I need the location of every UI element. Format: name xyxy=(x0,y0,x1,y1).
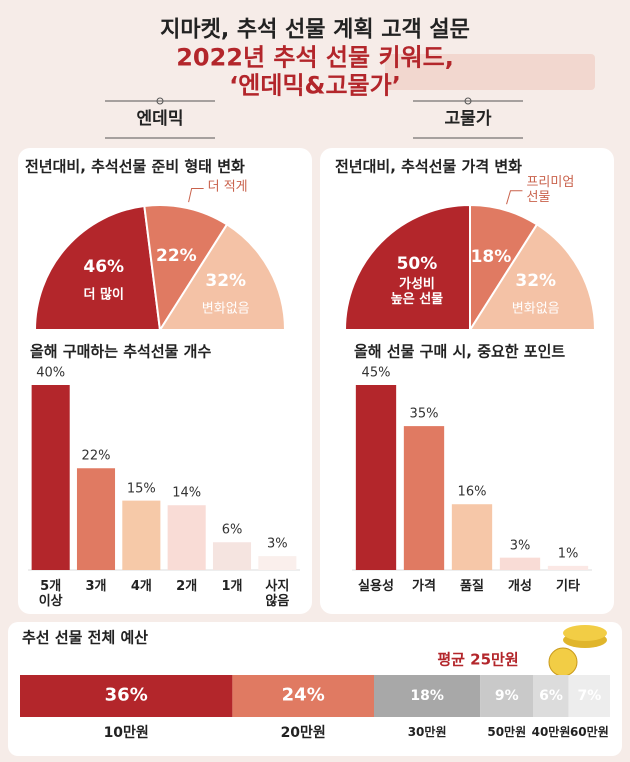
value-label: 22% xyxy=(81,448,111,464)
chart-title: 추선 선물 전체 예산 xyxy=(22,628,149,647)
bar-segment xyxy=(480,675,534,717)
x-tick-label: 2개 xyxy=(176,579,198,594)
subtitle: 2022년 추석 선물 키워드, ‘엔데믹&고물가’ xyxy=(176,43,454,99)
chart-title: 올해 구매하는 추석선물 개수 xyxy=(30,342,212,361)
value-label: 32% xyxy=(205,271,247,292)
bar-segment xyxy=(533,675,569,717)
bar-segment xyxy=(232,675,374,717)
pie-slice xyxy=(33,204,162,331)
pie-slice xyxy=(343,203,471,331)
bar-segment xyxy=(20,675,233,717)
slice-label: 가성비 높은 선물 xyxy=(390,277,444,307)
segment-label: 30만원 xyxy=(407,725,447,740)
slice-label: 변화없음 xyxy=(511,301,560,317)
bar xyxy=(31,385,70,570)
value-label: 15% xyxy=(126,481,156,497)
value-label: 22% xyxy=(156,246,197,267)
x-tick-label: 품질 xyxy=(460,579,484,594)
slice-label: 변화없음 xyxy=(201,301,250,317)
value-label: 36% xyxy=(104,684,148,706)
value-label: 9% xyxy=(494,687,519,704)
value-label: 24% xyxy=(281,684,325,706)
bar xyxy=(258,556,297,570)
x-tick-label: 기타 xyxy=(556,579,580,594)
value-label: 40% xyxy=(36,365,66,381)
chart-title: 전년대비, 추석선물 가격 변화 xyxy=(335,157,522,176)
pie-slice xyxy=(158,223,287,331)
x-tick-label: 5개 이상 xyxy=(38,579,63,609)
x-tick-label: 사지 않음 xyxy=(265,579,290,609)
slice-label: 프리미엄 선물 xyxy=(526,174,575,205)
pie-slice xyxy=(143,204,229,333)
value-label: 32% xyxy=(515,271,557,292)
leader-line xyxy=(188,187,204,203)
bar xyxy=(212,542,252,570)
x-tick-label: 실용성 xyxy=(358,579,394,594)
pie-slice xyxy=(468,223,597,331)
bar xyxy=(547,565,589,570)
value-label: 45% xyxy=(361,365,391,381)
bar-segment xyxy=(568,675,610,717)
ornament xyxy=(105,97,523,139)
chart-title: 올해 선물 구매 시, 중요한 포인트 xyxy=(354,342,566,361)
value-label: 35% xyxy=(409,406,439,422)
value-label: 50% xyxy=(396,254,438,275)
value-label: 1% xyxy=(557,546,579,562)
value-label: 18% xyxy=(410,687,444,704)
x-tick-label: 3개 xyxy=(85,579,107,594)
bar xyxy=(451,504,493,570)
bar xyxy=(355,385,397,570)
bar xyxy=(76,468,116,570)
segment-label: 60만원 xyxy=(569,725,609,740)
leader-line xyxy=(506,190,523,205)
segment-label: 20만원 xyxy=(280,724,326,741)
highlight xyxy=(385,54,595,90)
value-label: 16% xyxy=(457,484,487,500)
x-tick-label: 개성 xyxy=(508,579,532,594)
value-label: 7% xyxy=(577,687,602,704)
bar-segment xyxy=(374,675,481,717)
section-label: 엔데믹 xyxy=(136,109,184,130)
slice-label: 더 많이 xyxy=(83,287,124,303)
bar xyxy=(122,500,161,570)
segment-label: 10만원 xyxy=(103,724,149,741)
title: 지마켓, 추석 선물 계획 고객 설문 xyxy=(160,17,470,43)
value-label: 6% xyxy=(221,522,243,538)
annotation: 평균 25만원 xyxy=(437,650,519,669)
value-label: 3% xyxy=(509,538,531,554)
x-tick-label: 4개 xyxy=(130,579,152,594)
value-label: 6% xyxy=(539,687,563,704)
bar xyxy=(167,505,206,570)
section-label: 고물가 xyxy=(444,109,492,130)
value-label: 18% xyxy=(470,247,512,268)
slice-label: 더 적게 xyxy=(207,180,248,196)
segment-label: 40만원 xyxy=(531,725,571,740)
value-label: 46% xyxy=(83,257,125,278)
value-label: 3% xyxy=(267,536,288,552)
coin-icon xyxy=(548,625,607,677)
value-label: 14% xyxy=(172,485,202,501)
x-tick-label: 1개 xyxy=(221,579,243,594)
chart-title: 전년대비, 추석선물 준비 형태 변화 xyxy=(25,157,245,176)
bar xyxy=(403,426,445,570)
bar xyxy=(499,557,541,570)
x-tick-label: 가격 xyxy=(412,579,436,594)
segment-label: 50만원 xyxy=(487,725,527,740)
